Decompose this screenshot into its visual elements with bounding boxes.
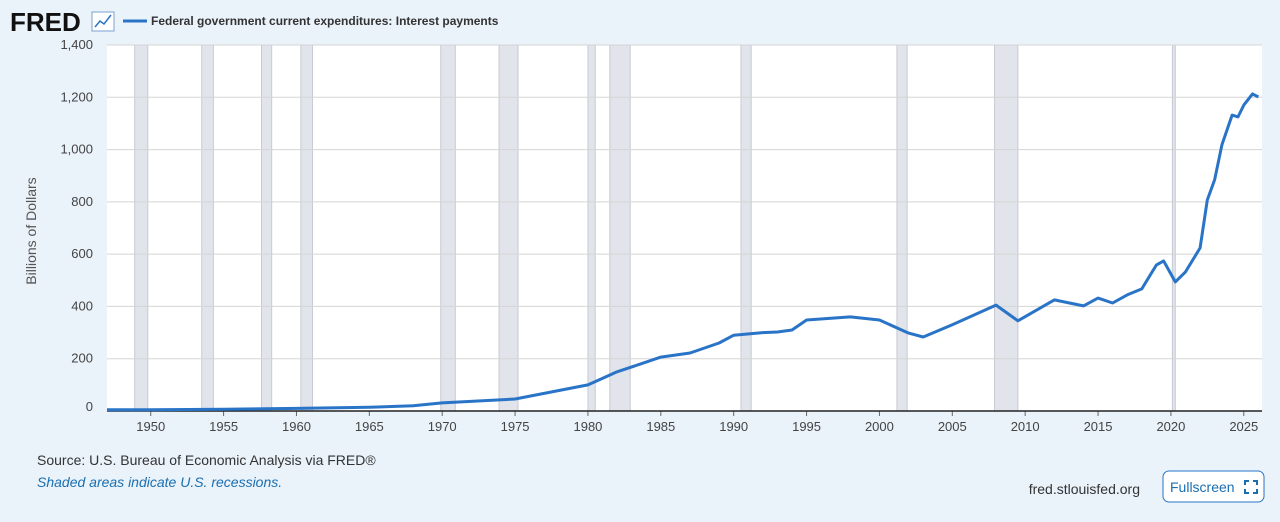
recession-band xyxy=(260,44,273,412)
x-tick-label: 1955 xyxy=(209,419,238,434)
x-tick-label: 1990 xyxy=(719,419,748,434)
recession-band xyxy=(498,44,519,412)
x-tick-label: 2020 xyxy=(1156,419,1185,434)
site-url: fred.stlouisfed.org xyxy=(1029,481,1140,497)
source: Source: U.S. Bureau of Economic Analysis… xyxy=(37,452,376,468)
data-line xyxy=(107,92,1260,412)
y-tick-label: 0 xyxy=(86,399,93,414)
recession-band xyxy=(740,44,752,412)
x-tick-label: 2025 xyxy=(1229,419,1258,434)
recession-band xyxy=(994,44,1019,412)
plot-area xyxy=(107,45,1262,411)
recession-band xyxy=(440,44,456,412)
y-tick-label: 1,000 xyxy=(60,142,93,157)
logo-icon xyxy=(91,11,115,32)
x-tick-label: 1975 xyxy=(501,419,530,434)
logo: FRED xyxy=(10,7,81,37)
x-tick-label: 2010 xyxy=(1011,419,1040,434)
fullscreen-button[interactable]: Fullscreen xyxy=(1162,470,1265,503)
y-tick-label: 400 xyxy=(71,298,93,313)
recession-band xyxy=(896,44,908,412)
x-tick-label: 1965 xyxy=(355,419,384,434)
x-tick-label: 1995 xyxy=(792,419,821,434)
logo-icon-line xyxy=(94,14,112,28)
button-frame[interactable] xyxy=(1162,470,1265,503)
y-tick-label: 200 xyxy=(71,351,93,366)
recession-band xyxy=(609,44,631,412)
y-tick-label: 1,200 xyxy=(60,89,93,104)
y-tick-label: 600 xyxy=(71,246,93,261)
recession-band xyxy=(201,44,214,412)
x-tick-label: 1950 xyxy=(136,419,165,434)
y-axis-label: Billions of Dollars xyxy=(23,177,39,284)
recession-band xyxy=(1171,44,1176,412)
recession-note: Shaded areas indicate U.S. recessions. xyxy=(37,474,282,490)
y-tick-label: 800 xyxy=(71,194,93,209)
x-tick-label: 1970 xyxy=(428,419,457,434)
button-label[interactable]: Fullscreen xyxy=(1170,479,1235,495)
x-tick-label: 1985 xyxy=(646,419,675,434)
recession-band xyxy=(587,44,596,412)
x-tick-label: 2000 xyxy=(865,419,894,434)
recession-band xyxy=(134,44,149,412)
x-tick-label: 2005 xyxy=(938,419,967,434)
button-icon[interactable] xyxy=(1244,480,1258,494)
recession-band xyxy=(300,44,313,412)
x-tick-label: 1960 xyxy=(282,419,311,434)
legend-label: Federal government current expenditures:… xyxy=(151,14,499,28)
y-tick-label: 1,400 xyxy=(60,37,93,52)
x-tick-label: 1980 xyxy=(573,419,602,434)
x-tick-label: 2015 xyxy=(1084,419,1113,434)
